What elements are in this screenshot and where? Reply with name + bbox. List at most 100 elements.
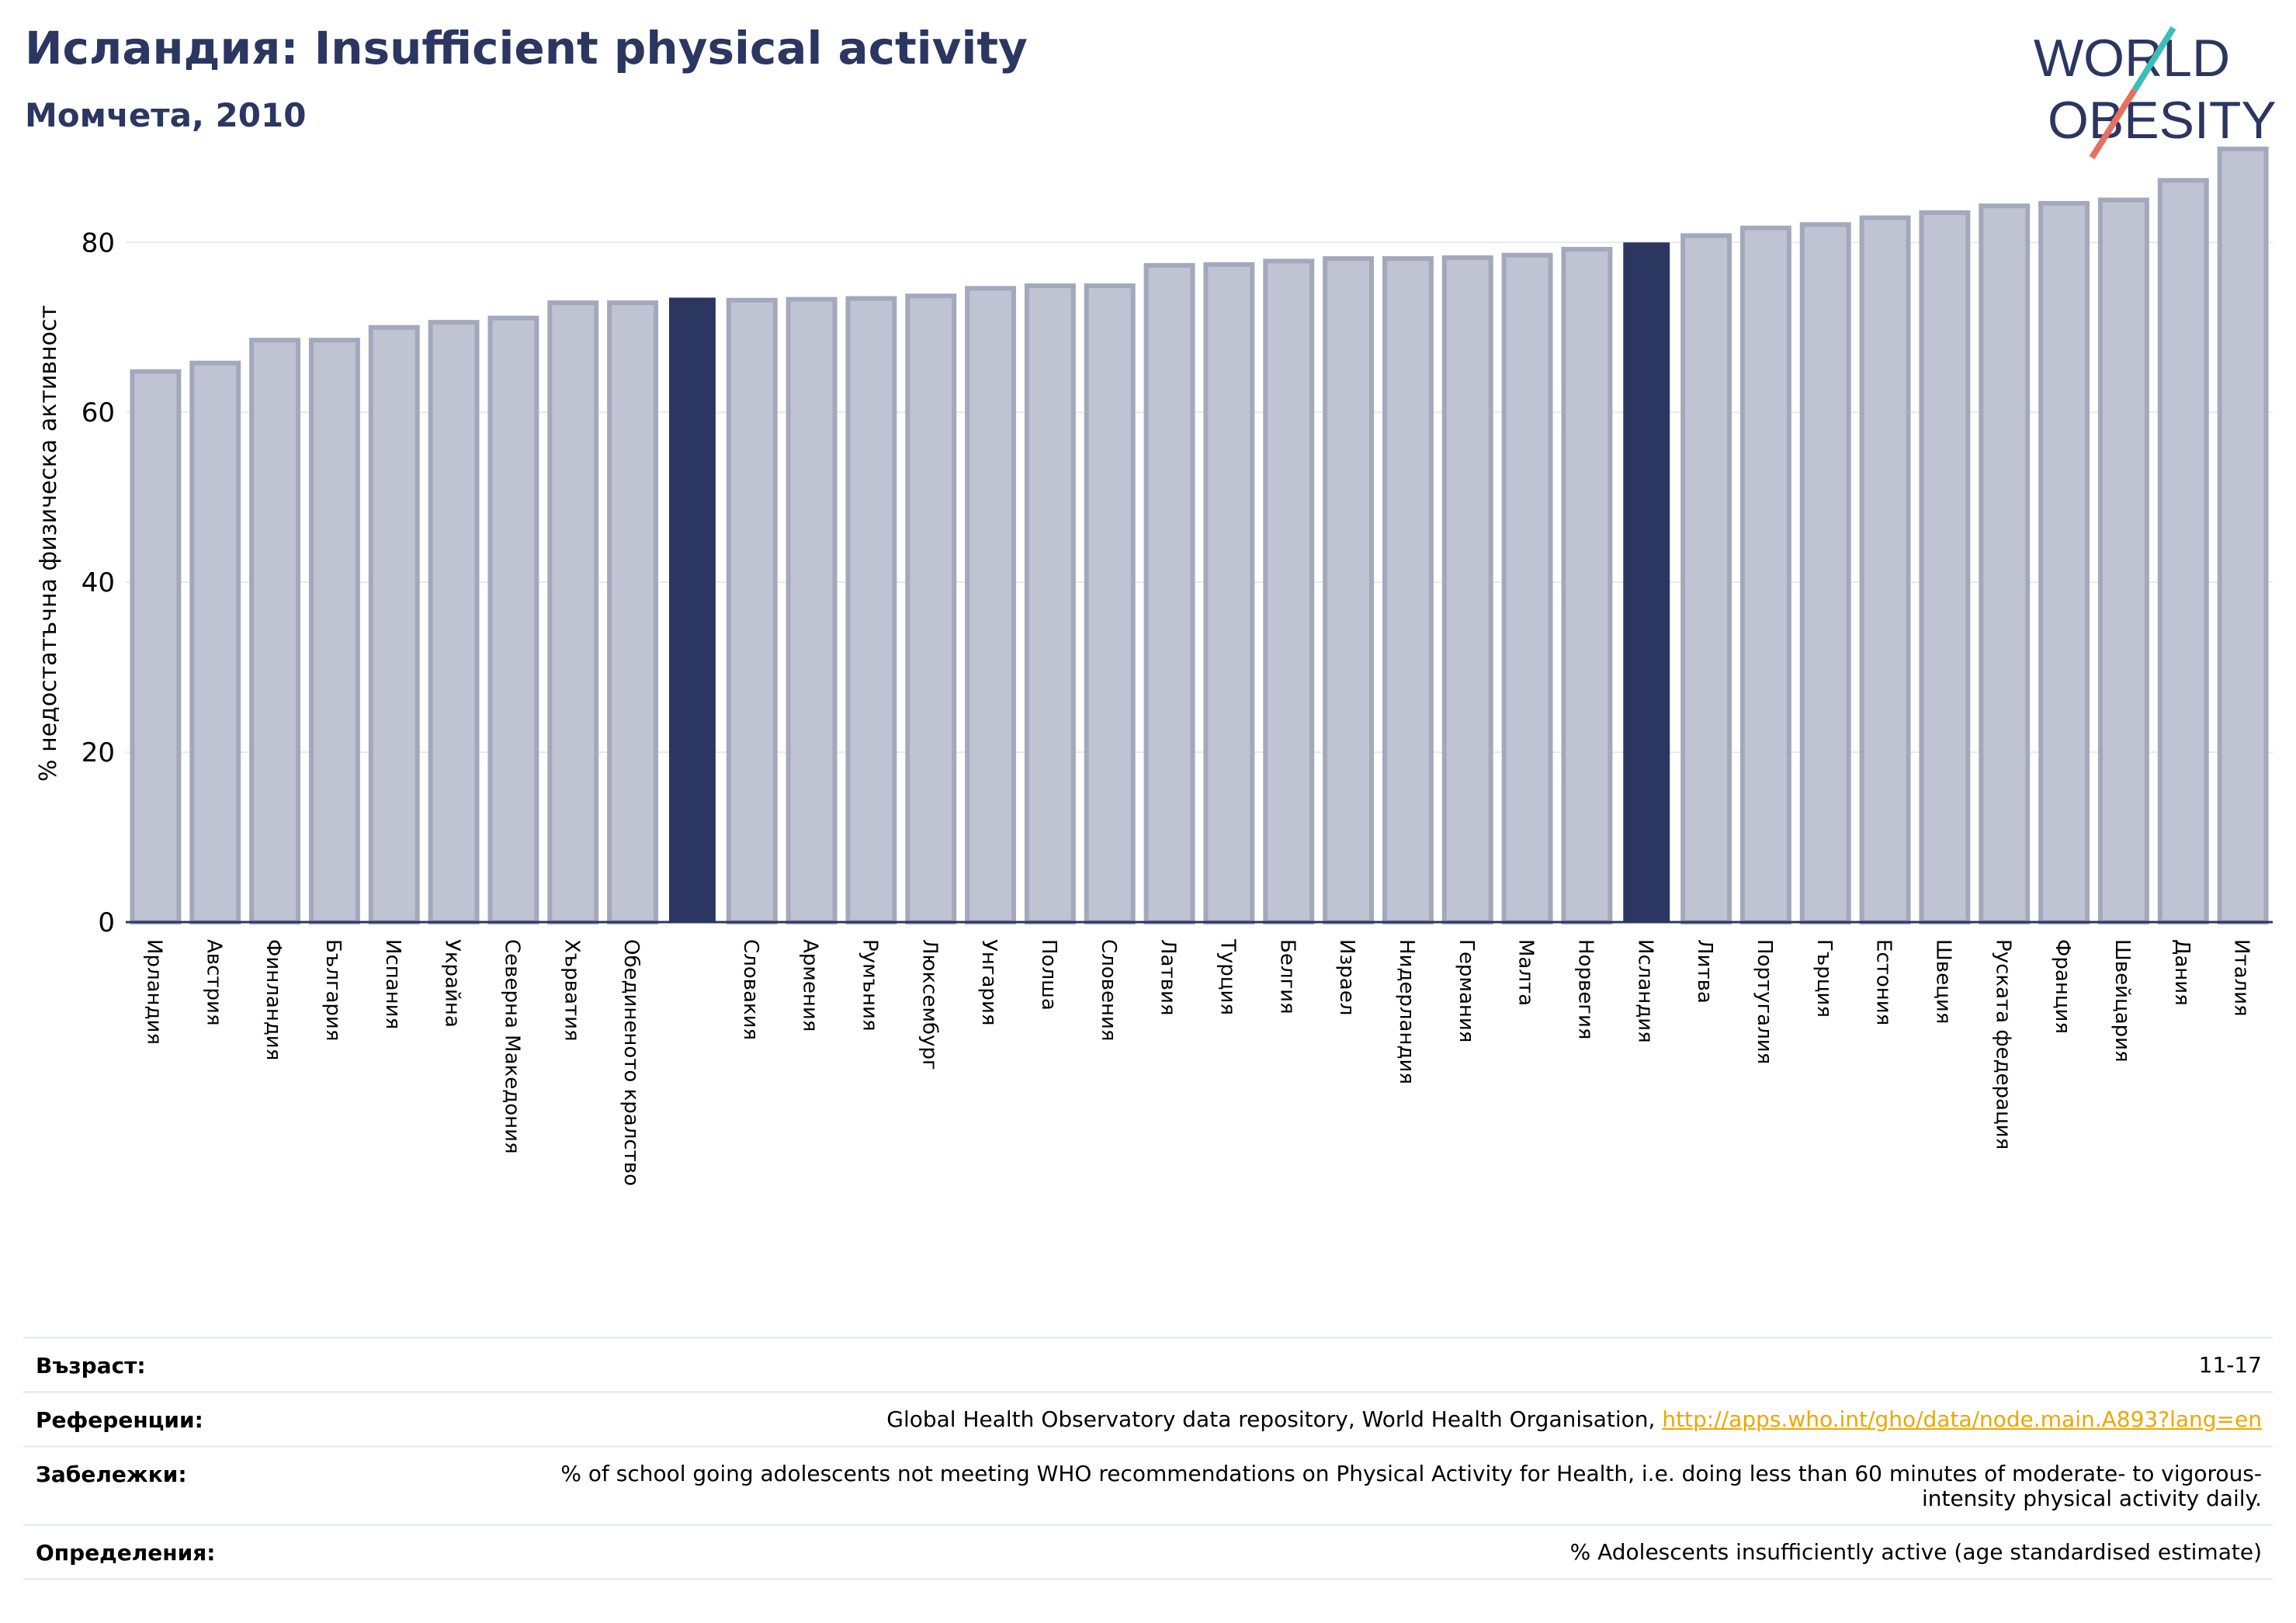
gridlines <box>126 241 2273 754</box>
y-tick-label: 40 <box>82 567 115 598</box>
info-row-notes: Забележки: % of school going adolescents… <box>23 1445 2273 1524</box>
info-row-age: Възраст: 11-17 <box>23 1337 2273 1391</box>
y-tick-label: 0 <box>98 907 115 938</box>
x-tick-label: Словакия <box>739 939 762 1040</box>
x-tick-label: Белгия <box>1275 939 1299 1014</box>
x-tick-label: Естония <box>1872 939 1895 1025</box>
logo-line1: WORLD <box>2034 29 2230 88</box>
info-row-definitions: Определения: % Adolescents insufficientl… <box>23 1524 2273 1581</box>
y-tick-label: 20 <box>82 737 115 768</box>
bar <box>905 293 957 924</box>
bar <box>1143 262 1195 925</box>
bar <box>845 296 897 924</box>
x-tick-label: Румъния <box>858 939 881 1032</box>
bar <box>1263 258 1315 924</box>
x-tick-label: Гърция <box>1812 939 1836 1018</box>
bar <box>1680 233 1732 925</box>
bar <box>1859 215 1911 924</box>
references-value: Global Health Observatory data repositor… <box>886 1406 2262 1432</box>
page-title: Исландия: Insufficient physical activity <box>25 22 1028 75</box>
bar <box>2157 178 2209 924</box>
x-tick-label: Северна Македония <box>500 939 523 1154</box>
logo-line2: OBESITY <box>2048 91 2277 150</box>
bar <box>965 286 1017 924</box>
info-row-references: Референции: Global Health Observatory da… <box>23 1391 2273 1445</box>
page-subtitle: Момчета, 2010 <box>25 96 307 134</box>
y-tick-label: 60 <box>82 397 115 428</box>
references-link[interactable]: http://apps.who.int/gho/data/node.main.A… <box>1662 1406 2262 1432</box>
bar <box>726 297 778 924</box>
bar <box>2097 197 2149 924</box>
x-tick-label: Германия <box>1455 939 1478 1042</box>
x-tick-label: Украйна <box>441 939 464 1028</box>
y-tick-label: 80 <box>82 227 115 258</box>
bar <box>487 315 539 924</box>
bar <box>368 324 420 924</box>
bar-highlighted <box>668 297 716 922</box>
bar <box>1501 252 1553 924</box>
x-tick-label: Люксембург <box>917 939 941 1070</box>
bar <box>249 338 301 924</box>
x-tick-label: Словения <box>1097 939 1120 1042</box>
bar <box>1203 262 1255 924</box>
x-tick-label: Унгария <box>977 939 1001 1025</box>
bar <box>1799 222 1851 924</box>
x-tick-label: Швеция <box>1931 939 1954 1024</box>
bar <box>786 297 838 924</box>
x-tick-label: Израел <box>1335 939 1358 1015</box>
logo-slash-red <box>2089 88 2138 160</box>
bar <box>1919 210 1971 924</box>
x-tick-label: Ирландия <box>142 939 165 1045</box>
x-tick-label: Полша <box>1037 939 1060 1011</box>
bar <box>2038 200 2090 925</box>
x-tick-label: Малта <box>1514 939 1538 1006</box>
bar <box>607 300 659 924</box>
x-tick-label: Финландия <box>262 939 285 1060</box>
bar <box>428 320 480 925</box>
bar <box>1441 255 1493 925</box>
x-tick-label: Франция <box>2051 939 2074 1034</box>
world-obesity-logo: WORLD OBESITY <box>2034 26 2277 160</box>
bar <box>1323 256 1375 924</box>
x-tick-label: Португалия <box>1753 939 1776 1064</box>
x-tick-label: Испания <box>381 939 404 1029</box>
x-tick-label: България <box>321 939 345 1041</box>
definitions-value: % Adolescents insufficiently active (age… <box>1569 1539 2262 1566</box>
axes: 0 20 40 60 80 Ирландия Австрия Финландия Българи… <box>82 227 2273 1186</box>
x-tick-label: Хърватия <box>560 939 583 1042</box>
references-label: Референции: <box>36 1407 203 1433</box>
bar <box>130 369 182 924</box>
bar <box>1561 247 1613 925</box>
x-tick-label: Турция <box>1216 938 1239 1015</box>
notes-label: Забележки: <box>36 1462 187 1487</box>
x-tick-label: Италия <box>2230 939 2253 1017</box>
x-tick-label: Армения <box>799 939 822 1032</box>
x-tick-label: Обединеното кралство <box>619 939 643 1186</box>
bar <box>1739 225 1791 925</box>
notes-value: % of school going adolescents not meetin… <box>560 1461 2262 1512</box>
x-tick-label: Дания <box>2170 939 2194 1006</box>
bar <box>1084 283 1136 924</box>
x-tick-label: Швейцария <box>2110 939 2134 1063</box>
x-tick-label: Руската федерация <box>1991 939 2014 1150</box>
age-value: 11-17 <box>2198 1352 2262 1378</box>
x-tick-label: Исландия <box>1633 939 1656 1043</box>
bars <box>130 146 2269 925</box>
bar <box>308 338 360 924</box>
bar <box>1979 203 2031 925</box>
x-tick-label: Норвегия <box>1573 939 1597 1039</box>
age-label: Възраст: <box>36 1353 146 1379</box>
definitions-label: Определения: <box>36 1540 216 1566</box>
x-tick-label: Литва <box>1693 939 1716 1004</box>
bar-chart: 0 20 40 60 80 Ирландия Австрия Финландия Българи… <box>35 146 2273 1186</box>
x-tick-label: Нидерландия <box>1395 939 1418 1084</box>
y-axis-label: % недостатъчна физическа активност <box>35 305 62 782</box>
bar <box>1024 283 1076 924</box>
bar <box>2217 146 2269 925</box>
bar <box>189 360 241 925</box>
bar <box>1382 256 1434 924</box>
x-tick-label: Австрия <box>202 939 225 1026</box>
bar <box>547 300 599 924</box>
x-tick-label: Латвия <box>1157 939 1180 1016</box>
bar-highlighted <box>1623 242 1670 922</box>
